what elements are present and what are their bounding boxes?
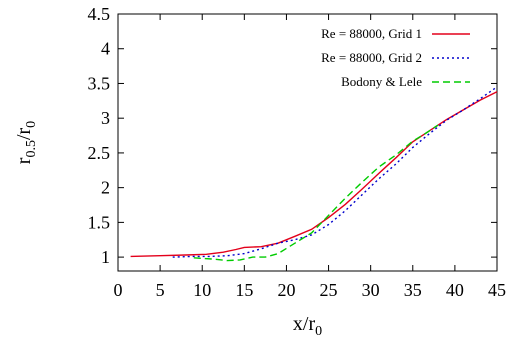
x-tick-label: 20 xyxy=(277,280,295,300)
legend-label: Bodony & Lele xyxy=(341,74,422,89)
y-axis-title-sub1: 0.5 xyxy=(24,140,39,158)
y-axis-title-mid: /r xyxy=(13,127,35,140)
plot-frame xyxy=(117,13,498,272)
x-axis-title: x/r0 xyxy=(293,313,322,339)
y-tick-label: 4.5 xyxy=(88,4,111,24)
x-tick-label: 45 xyxy=(488,280,506,300)
y-tick-label: 3.5 xyxy=(88,73,111,93)
axis-ticks xyxy=(117,13,498,271)
legend-label: Re = 88000, Grid 1 xyxy=(321,26,422,41)
legend: Re = 88000, Grid 1 Re = 88000, Grid 2 Bodo… xyxy=(321,26,470,89)
series-line-2 xyxy=(172,86,498,258)
y-axis-title: r0.5/r0 xyxy=(13,121,39,164)
y-axis-title-base: r xyxy=(13,157,35,164)
y-tick-label: 2 xyxy=(101,178,110,198)
y-tick-label: 4 xyxy=(101,39,110,59)
y-axis-title-sub2: 0 xyxy=(24,121,39,128)
series-line-1 xyxy=(130,91,498,258)
x-tick-label: 30 xyxy=(362,280,380,300)
y-tick-label: 3 xyxy=(101,108,110,128)
series-line-3 xyxy=(193,124,439,262)
x-tick-label: 0 xyxy=(114,280,123,300)
y-tick-label: 2.5 xyxy=(88,143,111,163)
x-tick-label: 15 xyxy=(235,280,253,300)
tick-labels: 0 5 10 15 20 25 30 35 40 45 1 1.5 2 2.5 3 3.5 4 4.5 xyxy=(88,4,507,300)
x-tick-label: 25 xyxy=(320,280,338,300)
x-tick-label: 10 xyxy=(193,280,211,300)
x-tick-label: 35 xyxy=(404,280,422,300)
y-tick-label: 1 xyxy=(101,247,110,267)
series-lines xyxy=(130,86,498,262)
x-tick-label: 40 xyxy=(446,280,464,300)
x-axis-title-sub: 0 xyxy=(315,324,322,339)
x-axis-title-base: x/r xyxy=(293,313,316,335)
x-tick-label: 5 xyxy=(156,280,165,300)
legend-label: Re = 88000, Grid 2 xyxy=(321,50,422,65)
y-tick-label: 1.5 xyxy=(88,212,111,232)
